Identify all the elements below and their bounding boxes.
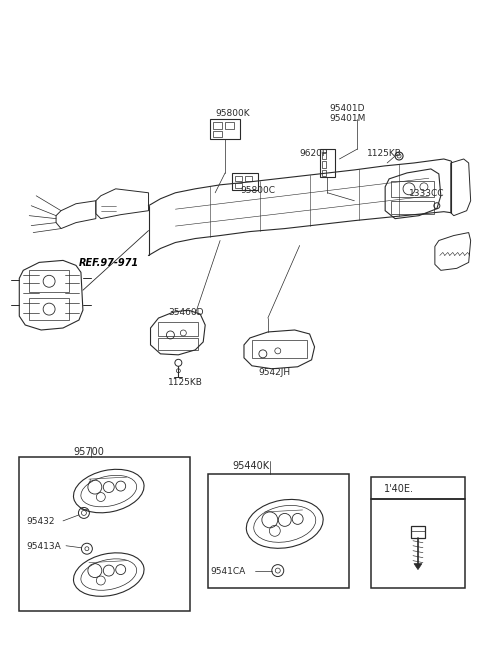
Text: 9541CA: 9541CA — [210, 566, 245, 576]
Text: REF.97-971: REF.97-971 — [79, 258, 139, 269]
Bar — [235, 176, 242, 181]
Text: 1125KB: 1125KB — [168, 378, 204, 387]
Bar — [252, 340, 307, 358]
Text: 95700: 95700 — [73, 447, 104, 457]
Text: 35460D: 35460D — [168, 308, 204, 317]
Bar — [371, 477, 465, 499]
Text: 9620P: 9620P — [300, 149, 328, 158]
Bar — [19, 457, 190, 612]
Text: 1'40E.: 1'40E. — [384, 484, 414, 494]
Text: 1333CC: 1333CC — [409, 189, 444, 198]
Text: 95432: 95432 — [26, 517, 55, 526]
Polygon shape — [414, 564, 422, 570]
Bar — [391, 201, 434, 214]
Text: 95401M: 95401M — [329, 114, 366, 124]
Bar — [411, 526, 425, 538]
Text: 9542JH: 9542JH — [258, 368, 290, 376]
Text: 95440K: 95440K — [232, 461, 269, 471]
Bar — [158, 322, 198, 336]
Bar — [158, 338, 198, 350]
Bar — [322, 161, 326, 168]
Text: 95413A: 95413A — [26, 542, 61, 551]
Bar — [213, 122, 222, 129]
Bar — [208, 474, 349, 589]
Bar — [322, 170, 326, 176]
Bar — [235, 183, 242, 188]
Bar — [213, 131, 222, 137]
Bar — [232, 173, 258, 190]
Bar — [210, 119, 240, 139]
Bar — [29, 298, 69, 320]
Bar — [225, 122, 234, 129]
Bar — [322, 152, 326, 159]
Bar — [320, 149, 336, 177]
Text: 95401D: 95401D — [329, 104, 365, 113]
Bar — [371, 499, 465, 589]
Bar — [29, 270, 69, 292]
Bar — [245, 176, 252, 181]
Text: 95800C: 95800C — [240, 186, 275, 195]
Text: 1125KB: 1125KB — [367, 149, 402, 158]
Text: 95800K: 95800K — [215, 109, 250, 118]
Bar — [391, 181, 434, 196]
